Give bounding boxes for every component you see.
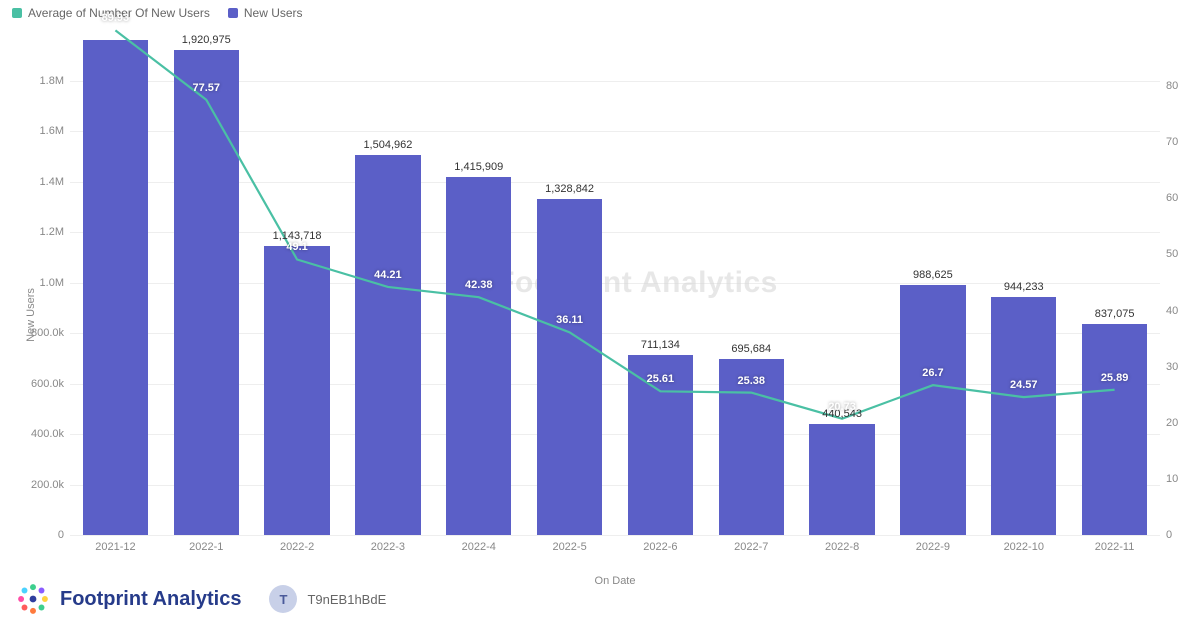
brand-logo-icon bbox=[16, 582, 50, 616]
line-value-label: 36.11 bbox=[556, 314, 583, 326]
y-right-tick: 80 bbox=[1166, 80, 1178, 92]
x-tick: 2022-1 bbox=[189, 541, 223, 553]
line-value-label: 25.89 bbox=[1101, 372, 1129, 384]
line-path[interactable] bbox=[115, 30, 1114, 418]
line-value-label: 42.38 bbox=[465, 279, 493, 291]
x-tick: 2022-10 bbox=[1004, 541, 1044, 553]
line-value-label: 20.73 bbox=[828, 401, 856, 413]
y-right-tick: 50 bbox=[1166, 248, 1178, 260]
y-left-tick: 600.0k bbox=[31, 378, 64, 390]
y-left-tick: 1.6M bbox=[40, 125, 64, 137]
x-tick: 2022-9 bbox=[916, 541, 950, 553]
chart-container: Average of Number Of New Users New Users… bbox=[0, 0, 1200, 630]
y-right-tick: 30 bbox=[1166, 361, 1178, 373]
x-tick: 2022-6 bbox=[643, 541, 677, 553]
legend-swatch-bar bbox=[228, 8, 238, 18]
y-right-tick: 60 bbox=[1166, 192, 1178, 204]
legend-item-bar[interactable]: New Users bbox=[228, 6, 303, 20]
x-tick: 2022-5 bbox=[552, 541, 586, 553]
x-tick: 2022-7 bbox=[734, 541, 768, 553]
bar-value-label: 988,625 bbox=[913, 269, 953, 281]
y-left-tick: 1.4M bbox=[40, 176, 64, 188]
y-right-tick: 10 bbox=[1166, 473, 1178, 485]
bar-value-label: 1,328,842 bbox=[545, 183, 594, 195]
footer: Footprint Analytics T T9nEB1hBdE bbox=[16, 582, 386, 616]
x-tick: 2022-11 bbox=[1095, 541, 1135, 553]
legend: Average of Number Of New Users New Users bbox=[12, 6, 303, 20]
bar-value-label: 1,504,962 bbox=[363, 139, 412, 151]
username: T9nEB1hBdE bbox=[307, 592, 386, 607]
y-left-tick: 0 bbox=[58, 529, 64, 541]
bar-value-label: 1,143,718 bbox=[273, 230, 322, 242]
y-right-tick: 0 bbox=[1166, 529, 1172, 541]
y-left-tick: 800.0k bbox=[31, 327, 64, 339]
x-tick: 2022-3 bbox=[371, 541, 405, 553]
y-axis-left: 0200.0k400.0k600.0k800.0k1.0M1.2M1.4M1.6… bbox=[0, 30, 70, 535]
x-tick: 2022-4 bbox=[462, 541, 496, 553]
brand-name: Footprint Analytics bbox=[60, 588, 241, 611]
y-left-tick: 400.0k bbox=[31, 428, 64, 440]
line-value-label: 25.61 bbox=[647, 373, 675, 385]
line-value-label: 49.1 bbox=[286, 241, 307, 253]
line-value-label: 25.38 bbox=[737, 375, 765, 387]
bar-value-label: 1,920,975 bbox=[182, 34, 231, 46]
x-axis: On Date 2021-122022-12022-22022-32022-42… bbox=[70, 535, 1160, 575]
bar-value-label: 837,075 bbox=[1095, 308, 1135, 320]
y-left-tick: 1.2M bbox=[40, 226, 64, 238]
bar-value-label: 944,233 bbox=[1004, 281, 1044, 293]
x-tick: 2021-12 bbox=[95, 541, 135, 553]
bar-value-label: 711,134 bbox=[641, 339, 680, 351]
line-value-label: 77.57 bbox=[192, 82, 220, 94]
legend-swatch-line bbox=[12, 8, 22, 18]
y-left-tick: 1.0M bbox=[40, 277, 64, 289]
plot-area: Footprint Analytics 89.931,920,97577.571… bbox=[70, 30, 1160, 535]
bar-value-label: 1,415,909 bbox=[454, 161, 503, 173]
y-left-tick: 1.8M bbox=[40, 75, 64, 87]
avatar: T bbox=[269, 585, 297, 613]
y-axis-right: 01020304050607080 bbox=[1160, 30, 1200, 535]
bar-value-label: 695,684 bbox=[731, 343, 771, 355]
line-value-label: 24.57 bbox=[1010, 379, 1038, 391]
user-chip[interactable]: T T9nEB1hBdE bbox=[269, 585, 386, 613]
y-right-tick: 70 bbox=[1166, 136, 1178, 148]
line-value-label: 44.21 bbox=[374, 269, 402, 281]
brand-link[interactable]: Footprint Analytics bbox=[16, 582, 241, 616]
y-right-tick: 40 bbox=[1166, 305, 1178, 317]
x-axis-label: On Date bbox=[595, 575, 636, 587]
line-series bbox=[70, 30, 1160, 535]
x-tick: 2022-2 bbox=[280, 541, 314, 553]
y-right-tick: 20 bbox=[1166, 417, 1178, 429]
line-value-label: 89.93 bbox=[102, 12, 130, 24]
x-tick: 2022-8 bbox=[825, 541, 859, 553]
legend-label-bar: New Users bbox=[244, 6, 303, 20]
y-left-tick: 200.0k bbox=[31, 479, 64, 491]
line-value-label: 26.7 bbox=[922, 367, 943, 379]
